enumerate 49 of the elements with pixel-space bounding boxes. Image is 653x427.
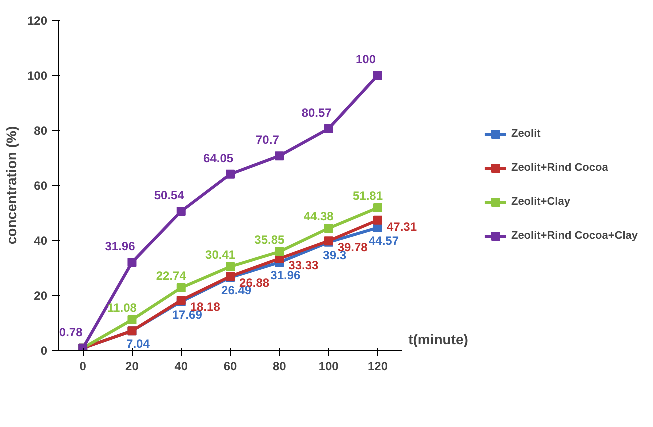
data-label: 100 [356, 52, 376, 66]
data-label: 30.41 [206, 248, 236, 262]
point [373, 216, 382, 225]
legend-label: Zeolit+Rind Cocoa+Clay [511, 230, 638, 242]
y-tick-label: 0 [40, 344, 48, 358]
y-tick-label: 20 [34, 289, 48, 303]
y-tick-label: 120 [27, 14, 48, 28]
y-tick-label: 60 [34, 179, 48, 193]
legend-label: Zeolit+Clay [511, 196, 570, 208]
data-label: 44.38 [304, 209, 334, 224]
data-label: 50.54 [154, 188, 185, 203]
point [275, 152, 284, 161]
point [176, 283, 186, 292]
point [324, 124, 334, 134]
x-tick-label: 40 [174, 360, 188, 374]
data-label: 31.96 [105, 240, 136, 254]
data-label: 44.57 [368, 234, 400, 248]
x-tick-label: 20 [126, 360, 140, 374]
data-label: 0.78 [59, 325, 84, 340]
x-tick-label: 120 [368, 360, 388, 374]
legend-label: Zeolit [511, 128, 541, 140]
data-label: 64.05 [204, 151, 234, 166]
x-tick-label: 0 [80, 360, 87, 374]
data-label: 47.31 [386, 220, 418, 234]
x-axis-title: t(minute) [408, 332, 468, 348]
data-label: 80.57 [302, 106, 332, 120]
legend-label: Zeolit+Rind Cocoa [511, 162, 608, 174]
point [324, 224, 334, 233]
y-tick-label: 100 [27, 69, 48, 83]
x-tick-label: 100 [318, 360, 340, 374]
data-label: 51.81 [352, 189, 384, 204]
point [373, 71, 382, 80]
point [226, 170, 236, 179]
data-label: 7.04 [126, 337, 150, 352]
point [176, 207, 186, 216]
x-tick-label: 80 [273, 360, 287, 374]
y-tick-label: 80 [34, 124, 48, 138]
data-label: 35.85 [254, 232, 286, 247]
y-tick-label: 40 [34, 234, 48, 248]
data-label: 22.74 [156, 268, 187, 283]
point [128, 316, 137, 325]
point [226, 262, 236, 272]
data-label: 70.7 [256, 133, 280, 148]
point [128, 258, 137, 268]
x-tick-label: 60 [224, 360, 238, 374]
data-label: 11.08 [108, 301, 138, 316]
point [373, 204, 382, 213]
y-axis-title: concentration (%) [3, 126, 20, 245]
point [275, 247, 284, 256]
